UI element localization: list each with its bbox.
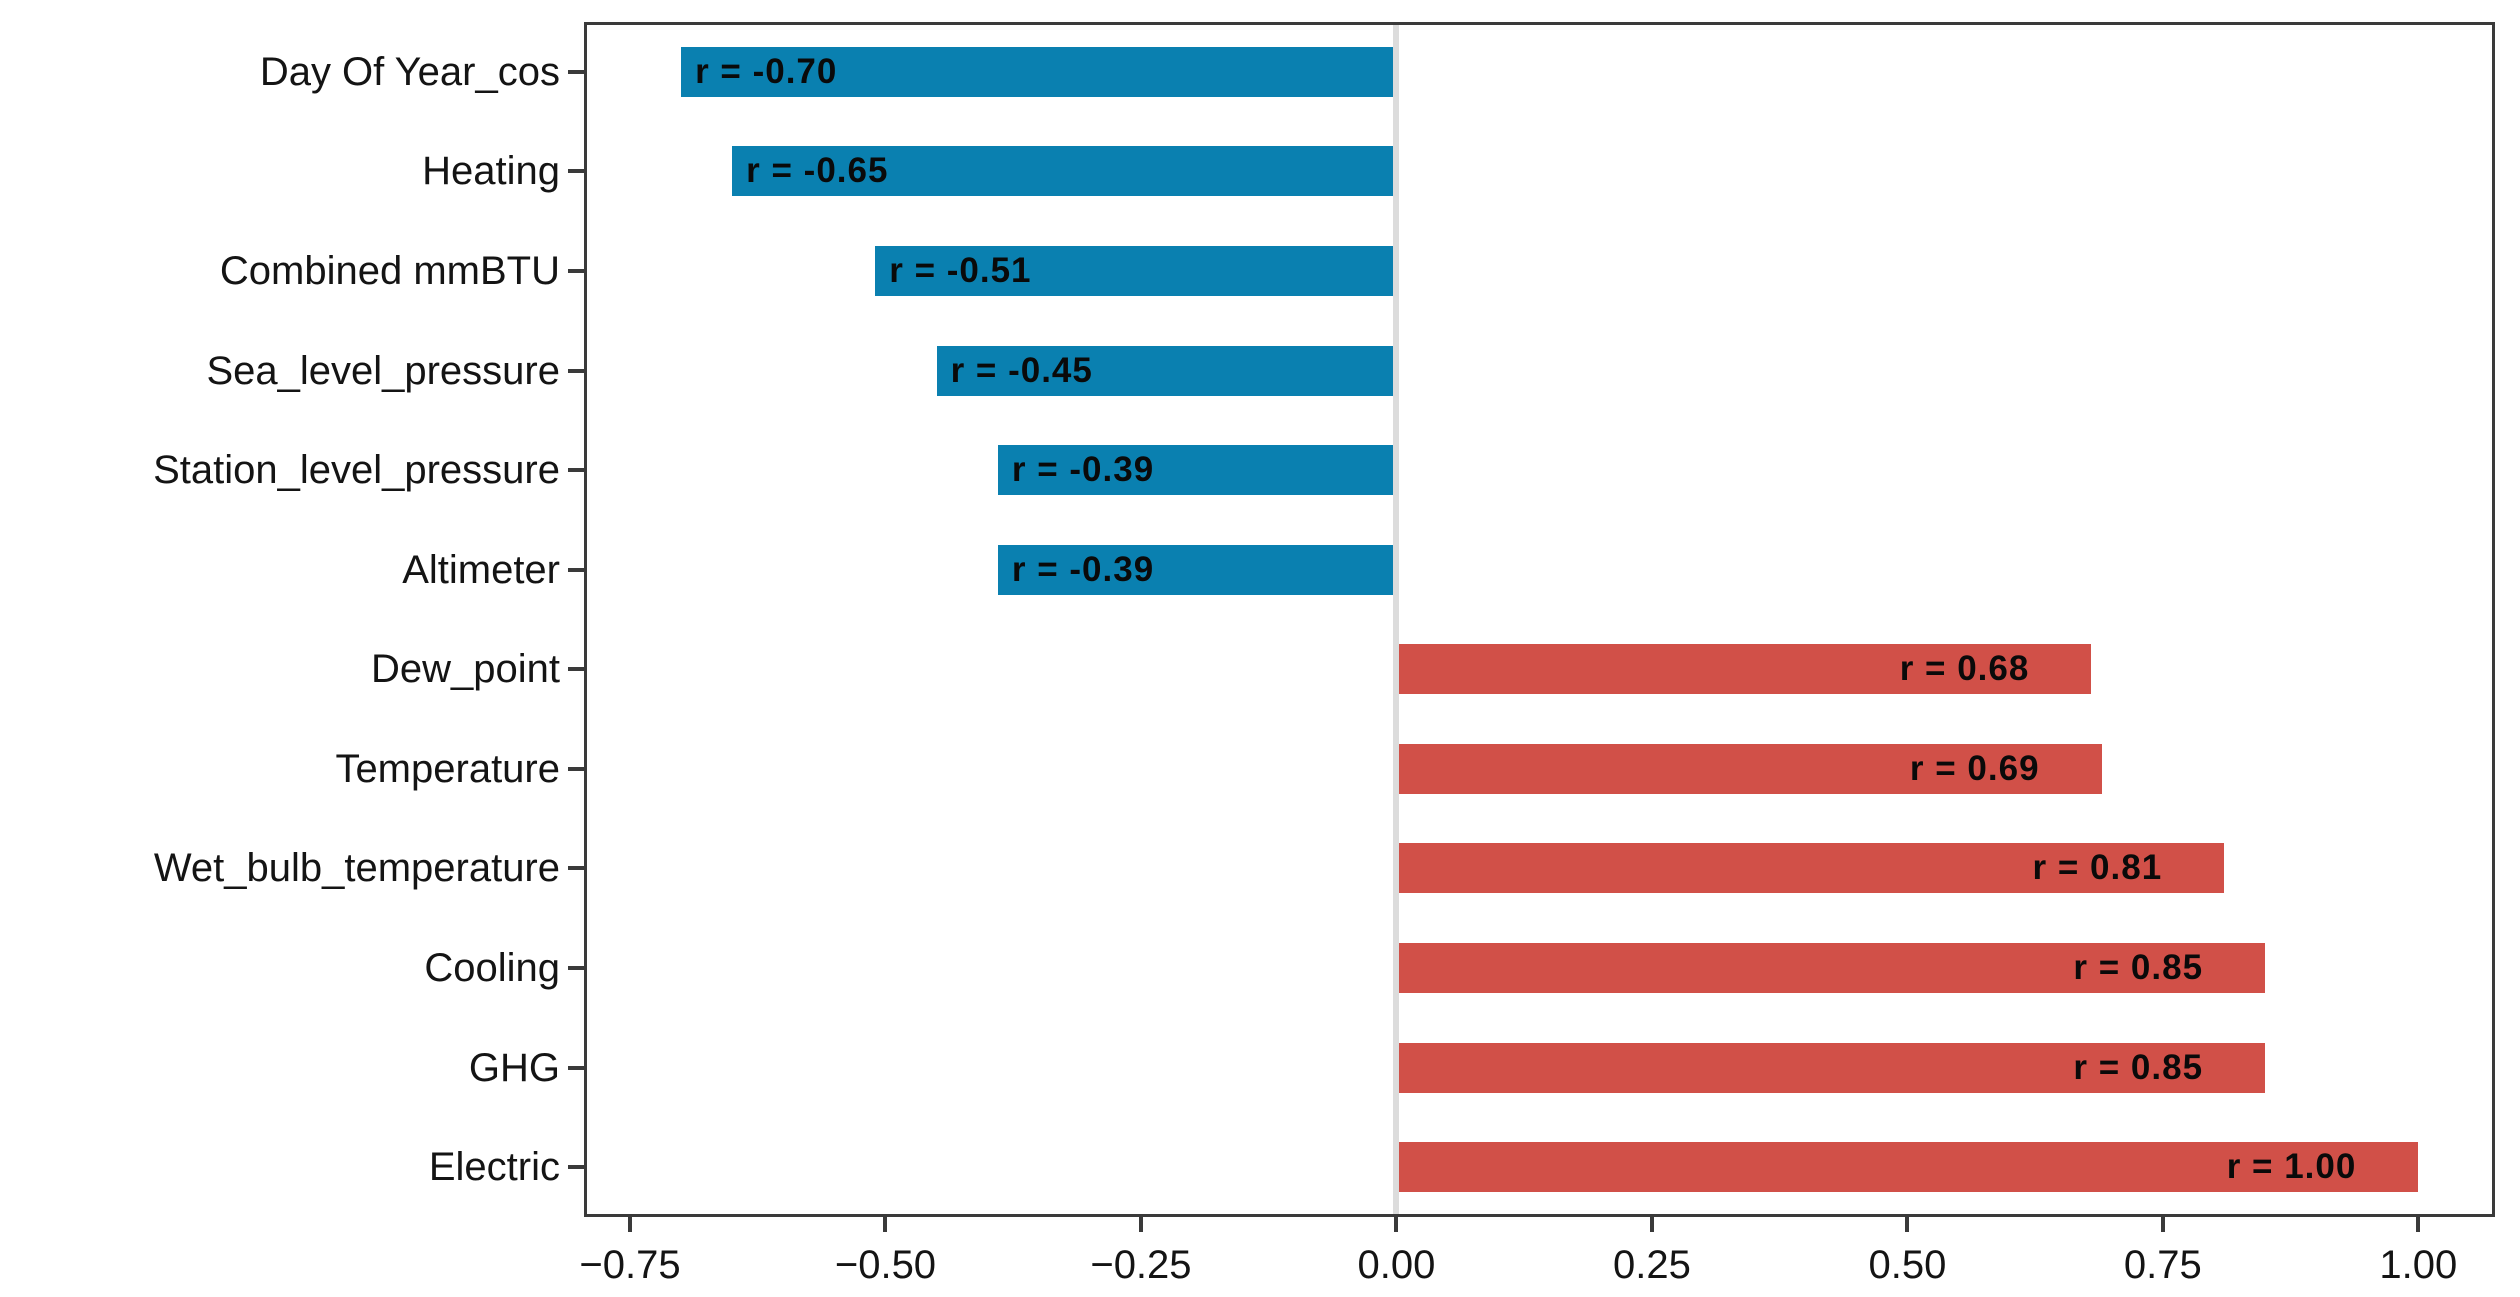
bar-value-label: r = 1.00	[2226, 1147, 2357, 1187]
x-tick-label: 1.00	[2379, 1243, 2458, 1287]
y-tick-mark	[568, 169, 584, 174]
bar-value-label: r = -0.39	[1011, 549, 1155, 589]
y-tick-mark	[568, 667, 584, 672]
y-axis-category-label: Cooling	[424, 946, 560, 991]
x-tick-mark	[2416, 1217, 2421, 1232]
y-axis-category-label: Sea_level_pressure	[206, 348, 560, 393]
x-tick-label: 0.00	[1357, 1243, 1436, 1287]
y-tick-mark	[568, 1065, 584, 1070]
bar-value-label: r = -0.65	[746, 151, 889, 191]
y-axis-category-label: Dew_point	[370, 647, 560, 692]
bar-value-label: r = 0.81	[2032, 848, 2163, 888]
y-axis-category-label: GHG	[468, 1045, 560, 1090]
y-axis-category-label: Electric	[428, 1145, 560, 1190]
y-axis-category-label: Combined mmBTU	[219, 248, 560, 293]
y-tick-mark	[568, 368, 584, 373]
bar-dew-point: r = 0.68	[1399, 644, 2092, 695]
x-tick-label: −0.50	[834, 1243, 937, 1287]
y-tick-mark	[568, 69, 584, 74]
y-axis-category-label: Temperature	[335, 746, 560, 791]
x-tick-label: 0.25	[1612, 1243, 1691, 1287]
y-axis-category-label: Station_level_pressure	[153, 448, 560, 493]
bar-electric: r = 1.00	[1399, 1142, 2419, 1193]
x-tick-mark	[1905, 1217, 1910, 1232]
y-axis-category-label: Heating	[422, 149, 560, 194]
plot-area	[584, 22, 2495, 1217]
bar-value-label: r = -0.51	[889, 250, 1032, 290]
x-tick-mark	[627, 1217, 632, 1232]
bar-value-label: r = -0.39	[1011, 450, 1155, 490]
bar-value-label: r = 0.69	[1909, 748, 2040, 788]
y-axis-category-label: Altimeter	[402, 547, 560, 592]
y-axis-category-label: Day Of Year_cos	[259, 49, 560, 94]
bar-value-label: r = -0.70	[695, 51, 838, 91]
bar-cooling: r = 0.85	[1399, 943, 2266, 994]
x-tick-label: −0.25	[1090, 1243, 1192, 1287]
bar-heating: r = -0.65	[732, 146, 1394, 197]
bar-value-label: r = -0.45	[950, 350, 1093, 390]
x-tick-mark	[883, 1217, 888, 1232]
y-tick-mark	[568, 268, 584, 273]
bar-temperature: r = 0.69	[1399, 743, 2102, 794]
y-axis-category-label: Wet_bulb_temperature	[153, 846, 560, 891]
x-tick-label: 0.50	[1868, 1243, 1947, 1287]
y-tick-mark	[568, 567, 584, 572]
y-tick-mark	[568, 766, 584, 771]
y-tick-mark	[568, 468, 584, 473]
bar-value-label: r = 0.85	[2073, 948, 2204, 988]
bar-station-level-pressure: r = -0.39	[997, 445, 1394, 496]
bar-value-label: r = 0.68	[1899, 649, 2030, 689]
y-tick-mark	[568, 1165, 584, 1170]
x-tick-mark	[1394, 1217, 1399, 1232]
x-tick-label: −0.75	[579, 1243, 681, 1287]
y-tick-mark	[568, 866, 584, 871]
x-tick-label: 0.75	[2123, 1243, 2202, 1287]
x-tick-mark	[1649, 1217, 1654, 1232]
bar-combined-mmbtu: r = -0.51	[875, 245, 1394, 296]
bar-ghg: r = 0.85	[1399, 1042, 2266, 1093]
bar-wet-bulb-temperature: r = 0.81	[1399, 843, 2225, 894]
bar-value-label: r = 0.85	[2073, 1047, 2204, 1087]
x-tick-mark	[2160, 1217, 2165, 1232]
x-tick-mark	[1138, 1217, 1143, 1232]
zero-gridline	[1393, 25, 1400, 1214]
bar-sea-level-pressure: r = -0.45	[936, 345, 1394, 396]
bar-day-of-year-cos: r = -0.70	[681, 46, 1394, 97]
y-tick-mark	[568, 966, 584, 971]
bar-altimeter: r = -0.39	[997, 544, 1394, 595]
